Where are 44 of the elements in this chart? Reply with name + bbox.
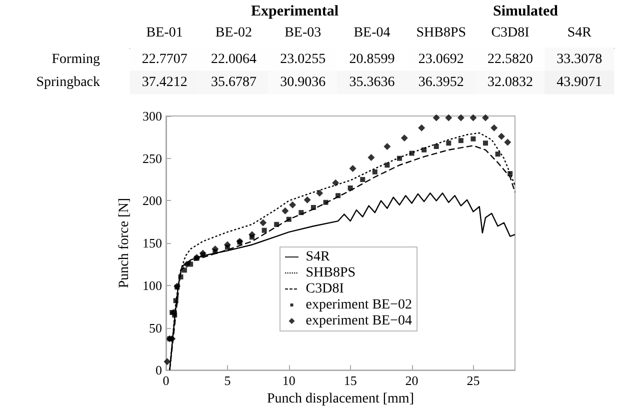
y-tick-label: 200 bbox=[142, 193, 162, 208]
data-label: 22.5820 bbox=[488, 52, 534, 67]
legend-label: SHB8PS bbox=[306, 266, 356, 280]
data-label: 30.9036 bbox=[280, 75, 326, 90]
text: Simulated bbox=[492, 4, 559, 20]
x-tick-label: BE-03 bbox=[284, 26, 322, 40]
data-label: 33.3078 bbox=[556, 52, 602, 67]
x-axis-title: Punch displacement [mm] bbox=[267, 392, 414, 406]
data-label: 23.0692 bbox=[418, 52, 464, 67]
legend-label: experiment BE−04 bbox=[306, 314, 412, 328]
x-tick-label: 20 bbox=[405, 373, 418, 388]
text: Experimental bbox=[250, 4, 338, 20]
data-label: 22.7707 bbox=[142, 52, 188, 67]
legend-label: C3D8I bbox=[306, 282, 344, 296]
x-tick-label: 15 bbox=[344, 373, 357, 388]
x-tick-label: C3D8I bbox=[491, 26, 530, 40]
x-tick-label: BE-02 bbox=[215, 26, 252, 40]
y-axis-title: Punch force [N] bbox=[117, 198, 132, 288]
data-label: 37.4212 bbox=[142, 75, 188, 90]
x-tick-label: SHB8PS bbox=[416, 26, 466, 40]
x-tick-label: S4R bbox=[567, 26, 592, 40]
data-label: 43.9071 bbox=[556, 75, 602, 90]
y-tick-label: 0 bbox=[156, 362, 162, 378]
y-tick-label: 250 bbox=[142, 150, 162, 166]
y-tick-label: 150 bbox=[142, 236, 162, 251]
data-label: 23.0255 bbox=[280, 52, 326, 67]
y-tick-label: 50 bbox=[149, 320, 162, 336]
y-tick-label: Springback bbox=[36, 75, 100, 90]
legend-label: S4R bbox=[306, 250, 331, 264]
data-label: 20.8599 bbox=[349, 52, 395, 67]
x-tick-label: BE-01 bbox=[146, 26, 183, 40]
x-tick-label: 10 bbox=[282, 373, 296, 388]
data-label: 36.3952 bbox=[418, 75, 464, 90]
y-tick-label: 100 bbox=[142, 278, 162, 293]
legend-label: experiment BE−02 bbox=[306, 298, 412, 312]
x-tick-label: 25 bbox=[466, 373, 480, 388]
y-tick-label: 300 bbox=[142, 108, 162, 124]
x-tick-label: 5 bbox=[224, 373, 231, 388]
data-label: 35.3636 bbox=[349, 75, 395, 90]
data-label: 35.6787 bbox=[210, 75, 256, 90]
y-tick-label: Forming bbox=[52, 52, 100, 67]
data-label: 32.0832 bbox=[488, 75, 534, 90]
x-tick-label: BE-04 bbox=[354, 26, 390, 40]
data-label: 22.0064 bbox=[210, 52, 256, 67]
